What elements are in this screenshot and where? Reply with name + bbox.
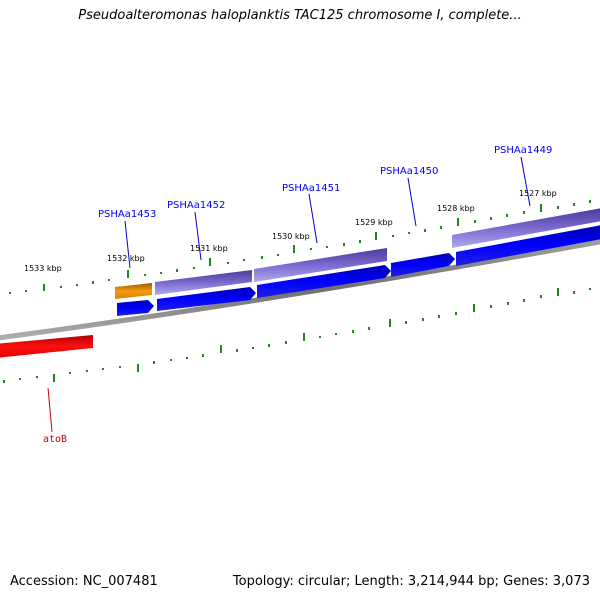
kbp-label: 1532 kbp [107, 254, 145, 263]
gene-label[interactable]: PSHAa1449 [494, 145, 552, 156]
cds-arrow[interactable] [391, 253, 455, 277]
inner-tick-track [3, 288, 591, 383]
cds-track [117, 225, 600, 316]
kbp-label: 1533 kbp [24, 264, 62, 273]
gene-track [115, 208, 600, 299]
kbp-label: 1530 kbp [272, 232, 310, 241]
genome-backbone [0, 239, 600, 341]
kbp-label: 1531 kbp [190, 244, 228, 253]
rna-feature[interactable] [0, 335, 93, 358]
gene-feature-purple[interactable] [254, 248, 387, 282]
cds-arrow[interactable] [257, 265, 391, 298]
gene-labels: PSHAa1453 PSHAa1452 PSHAa1451 PSHAa1450 … [98, 145, 552, 220]
gene-feature-orange[interactable] [115, 283, 152, 299]
gene-feature-purple[interactable] [452, 208, 600, 248]
rna-label-connector [47, 387, 53, 433]
kbp-scale: 1533 kbp 1532 kbp 1531 kbp 1530 kbp 1529… [24, 189, 557, 273]
accession-text: Accession: NC_007481 [10, 574, 158, 589]
gene-label[interactable]: PSHAa1453 [98, 209, 156, 220]
gene-feature-purple[interactable] [155, 270, 252, 295]
gene-label[interactable]: PSHAa1450 [380, 166, 438, 177]
gene-label[interactable]: PSHAa1451 [282, 183, 340, 194]
kbp-label: 1527 kbp [519, 189, 557, 198]
kbp-label: 1528 kbp [437, 204, 475, 213]
cds-arrow[interactable] [157, 287, 256, 311]
kbp-label: 1529 kbp [355, 218, 393, 227]
rna-label[interactable]: atoB [43, 434, 67, 445]
map-title: Pseudoalteromonas haloplanktis TAC125 ch… [78, 8, 522, 23]
genome-summary-text: Topology: circular; Length: 3,214,944 bp… [232, 574, 590, 589]
outer-tick-track [9, 200, 591, 294]
label-connectors [124, 156, 531, 269]
cds-arrow[interactable] [456, 225, 600, 266]
gene-label[interactable]: PSHAa1452 [167, 200, 225, 211]
cds-arrow[interactable] [117, 300, 154, 316]
